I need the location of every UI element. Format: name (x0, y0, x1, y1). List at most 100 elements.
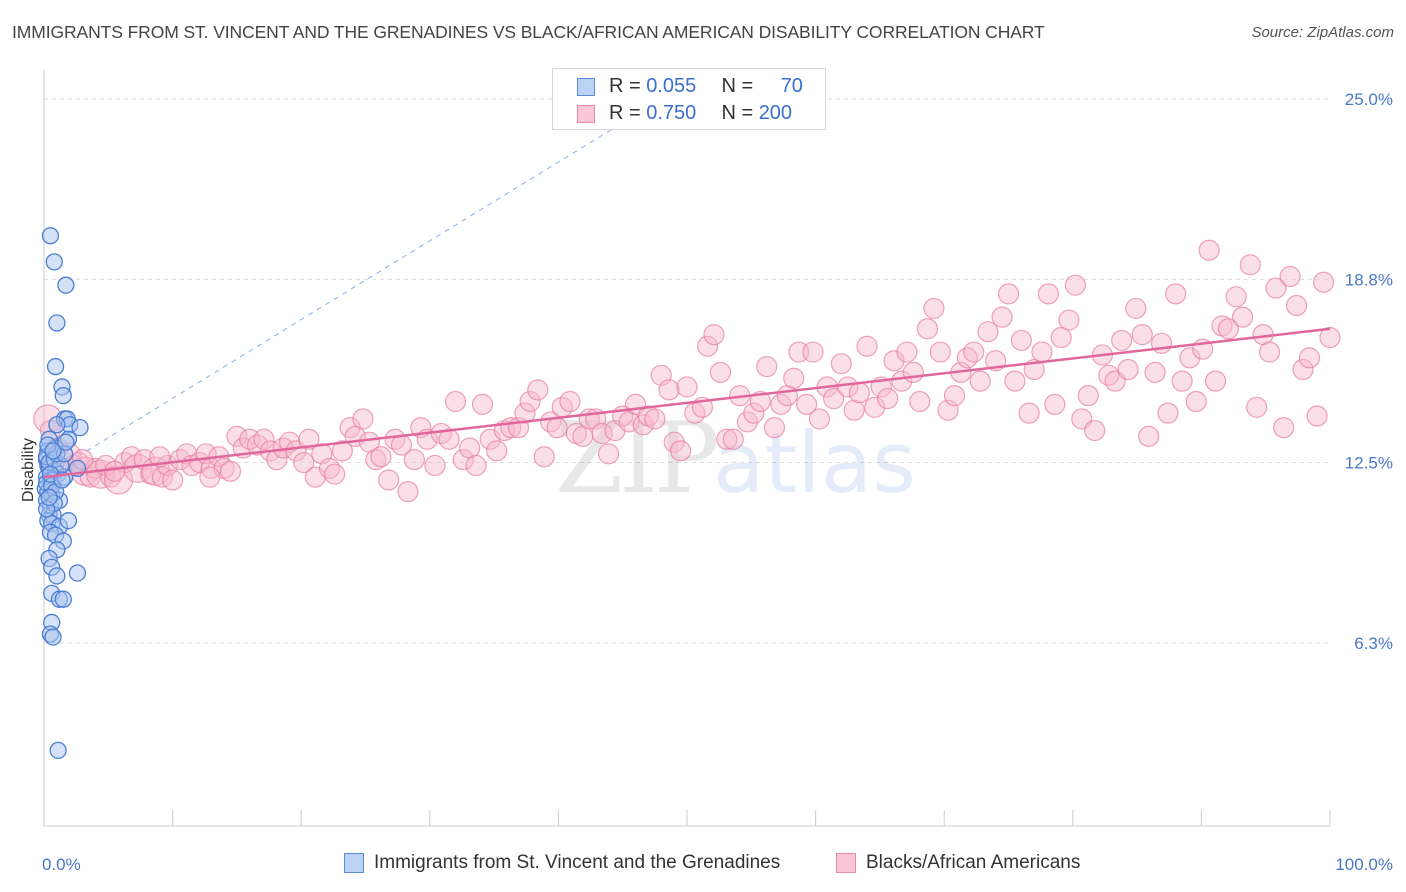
point-blacks (1031, 341, 1053, 363)
series-blacks-points (33, 239, 1341, 503)
point-blacks (199, 466, 221, 488)
x-tick-label-max: 100.0% (1335, 855, 1393, 874)
point-blacks (763, 417, 786, 439)
point-blacks (465, 454, 487, 477)
point-blacks (977, 321, 999, 343)
point-blacks (1285, 294, 1308, 317)
point-blacks (162, 469, 184, 491)
point-blacks (991, 306, 1013, 328)
r-label: R = (609, 102, 647, 124)
point-blacks (424, 454, 446, 477)
point-immigrants (48, 567, 66, 585)
chart-title: IMMIGRANTS FROM ST. VINCENT AND THE GREN… (12, 22, 1045, 42)
trend-line-immigrants-path (43, 98, 662, 478)
point-immigrants (54, 387, 72, 405)
series-immigrants-points (36, 227, 89, 760)
point-immigrants (49, 741, 67, 760)
point-blacks (246, 434, 269, 456)
point-blacks (1044, 393, 1066, 415)
point-blacks (823, 387, 845, 410)
point-blacks (1198, 239, 1220, 261)
point-immigrants (41, 227, 60, 245)
point-blacks (1157, 402, 1179, 424)
y-axis-label: Disability (20, 438, 37, 502)
point-blacks (770, 393, 792, 415)
point-blacks (1312, 271, 1335, 293)
point-blacks (1239, 254, 1261, 276)
point-blacks (856, 335, 878, 357)
point-blacks (997, 283, 1020, 305)
point-immigrants (71, 418, 89, 437)
point-blacks (1265, 277, 1287, 299)
point-immigrants (68, 564, 87, 582)
point-blacks (1125, 297, 1147, 320)
y-tick-label-3: 25.0% (1345, 90, 1393, 109)
point-blacks (1117, 358, 1139, 381)
x-tick-label-min: 0.0% (42, 855, 81, 874)
point-blacks (219, 460, 242, 482)
r-value: 0.055 (646, 75, 697, 97)
point-blacks (756, 355, 778, 378)
point-blacks (1258, 341, 1281, 363)
point-blacks (1225, 286, 1247, 308)
svg-text:atlas: atlas (713, 414, 916, 512)
point-blacks (736, 411, 759, 433)
point-blacks (709, 361, 732, 383)
point-blacks (293, 451, 315, 474)
point-blacks (658, 379, 680, 401)
watermark: ZIP atlas (555, 402, 916, 516)
point-blacks (1246, 396, 1268, 418)
point-blacks (795, 393, 818, 415)
point-blacks (324, 463, 346, 485)
point-blacks (644, 408, 666, 430)
point-blacks (1077, 385, 1099, 407)
legend-swatch-blue (344, 853, 364, 873)
y-tick-label-2: 18.8% (1345, 270, 1393, 289)
point-blacks (743, 402, 765, 424)
point-immigrants (54, 590, 72, 608)
trend-line-blacks-path (43, 327, 1331, 479)
point-blacks (1004, 370, 1026, 392)
point-blacks (1058, 309, 1080, 331)
point-blacks (909, 390, 931, 413)
point-blacks (1298, 347, 1321, 369)
point-immigrants (44, 442, 62, 460)
point-blacks (891, 370, 913, 392)
point-immigrants (59, 512, 78, 530)
point-immigrants (46, 357, 65, 376)
point-blacks (226, 425, 248, 447)
point-blacks (444, 390, 467, 413)
point-blacks (749, 390, 771, 413)
point-blacks (1037, 283, 1059, 305)
point-blacks (1204, 370, 1227, 392)
point-blacks (877, 387, 899, 410)
point-blacks (1064, 274, 1086, 296)
point-blacks (527, 379, 549, 401)
r-label: R = (609, 75, 647, 97)
point-blacks (597, 443, 620, 465)
point-blacks (716, 428, 738, 450)
point-blacks (378, 469, 400, 491)
point-blacks (1050, 326, 1072, 349)
point-blacks (1306, 405, 1328, 427)
point-blacks (843, 399, 865, 421)
point-blacks (1165, 283, 1187, 305)
point-blacks (452, 449, 474, 471)
point-blacks (848, 382, 870, 404)
legend-label-blacks: Blacks/African Americans (866, 852, 1081, 873)
point-blacks (253, 428, 275, 450)
source-label: Source: ZipAtlas.com (1251, 24, 1394, 41)
r-value: 0.750 (646, 102, 697, 124)
point-blacks (722, 428, 744, 450)
point-blacks (384, 428, 406, 450)
point-blacks (397, 481, 419, 503)
point-blacks (864, 396, 886, 418)
point-blacks (783, 367, 805, 389)
point-blacks (1279, 265, 1301, 288)
point-blacks (963, 341, 985, 363)
point-blacks (1319, 326, 1341, 349)
point-blacks (916, 318, 939, 340)
point-blacks (331, 440, 353, 462)
point-blacks (104, 460, 126, 482)
point-blacks (883, 350, 905, 372)
